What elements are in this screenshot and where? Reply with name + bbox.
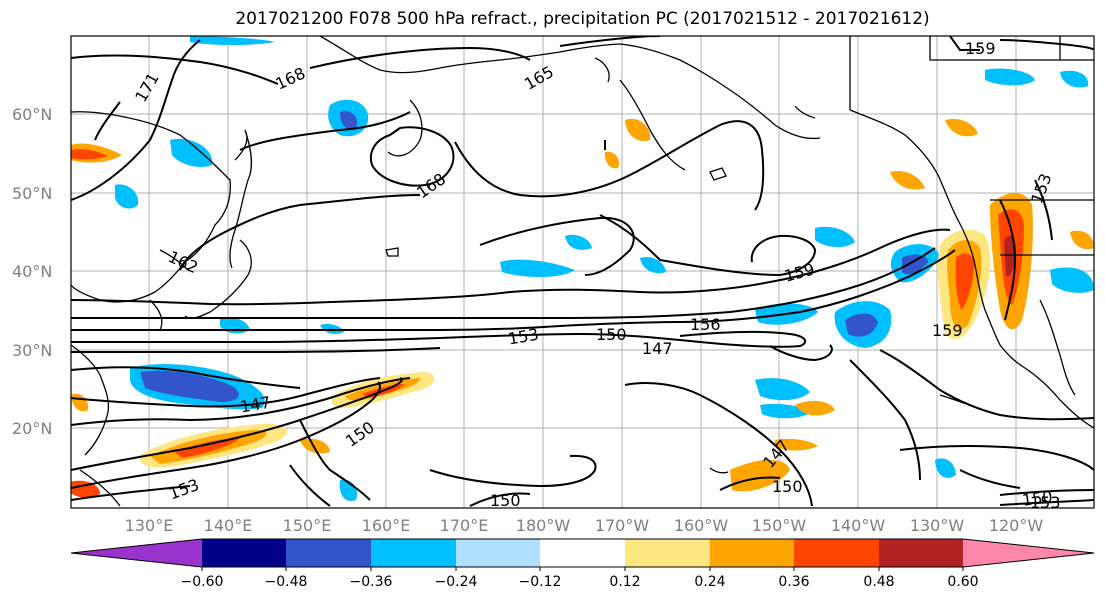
map-frame xyxy=(70,35,1095,509)
contour-label: 150 xyxy=(490,491,521,510)
colorbar-tick-label: 0.60 xyxy=(947,574,978,590)
lon-label: 150°W xyxy=(752,516,807,535)
colorbar-segment xyxy=(879,539,963,567)
lon-label: 130°E xyxy=(125,516,174,535)
lon-label: 140°W xyxy=(831,516,886,535)
contour-label: 150 xyxy=(772,477,803,496)
lon-label: 170°W xyxy=(595,516,650,535)
colorbar-segment xyxy=(202,539,286,567)
contour-label: 159 xyxy=(932,321,963,340)
colorbar-tick-label: 0.48 xyxy=(863,574,894,590)
colorbar: −0.60 −0.48 −0.36 −0.24 −0.12 0.12 0.24 … xyxy=(70,538,1095,590)
lat-label: 30°N xyxy=(12,341,52,360)
precipitation-shading xyxy=(71,36,1094,502)
colorbar-tick-label: 0.12 xyxy=(609,574,640,590)
lon-label: 170°E xyxy=(440,516,489,535)
colorbar-extend-high xyxy=(963,539,1094,567)
contour-labels: 171 168 165 159 168 162 153 150 156 147 … xyxy=(131,39,1061,512)
colorbar-tick-label: −0.60 xyxy=(181,574,224,590)
colorbar-segment xyxy=(794,539,879,567)
lon-label: 140°E xyxy=(204,516,253,535)
contour-label: 150 xyxy=(596,325,627,344)
colorbar-segment xyxy=(540,539,625,567)
latitude-labels: 60°N 50°N 40°N 30°N 20°N xyxy=(12,105,52,438)
lat-label: 40°N xyxy=(12,262,52,281)
lon-label: 130°W xyxy=(910,516,965,535)
refractivity-contours xyxy=(71,36,1094,507)
contour-label: 159 xyxy=(965,39,996,58)
lat-label: 20°N xyxy=(12,419,52,438)
contour-label: 153 xyxy=(1030,493,1061,512)
colorbar-tick-label: 0.24 xyxy=(694,574,725,590)
colorbar-segment xyxy=(371,539,456,567)
longitude-labels: 130°E 140°E 150°E 160°E 170°E 180°W 170°… xyxy=(125,516,1044,535)
lat-label: 60°N xyxy=(12,105,52,124)
map-title: 2017021200 F078 500 hPa refract., precip… xyxy=(235,9,930,29)
lon-label: 150°E xyxy=(283,516,332,535)
lon-label: 160°E xyxy=(362,516,411,535)
colorbar-tick-label: −0.12 xyxy=(519,574,562,590)
colorbar-extend-low xyxy=(71,539,202,567)
colorbar-segment xyxy=(456,539,540,567)
contour-label: 147 xyxy=(642,339,673,358)
colorbar-segment xyxy=(286,539,371,567)
coastlines xyxy=(71,36,1094,507)
colorbar-tick-label: −0.24 xyxy=(435,574,478,590)
contour-label: 156 xyxy=(690,315,721,334)
lon-label: 180°W xyxy=(516,516,571,535)
colorbar-tick-label: 0.36 xyxy=(778,574,809,590)
lat-label: 50°N xyxy=(12,184,52,203)
lon-label: 160°W xyxy=(674,516,729,535)
colorbar-tick-label: −0.48 xyxy=(265,574,308,590)
colorbar-segment xyxy=(625,539,710,567)
contour-label: 150 xyxy=(1021,487,1054,510)
colorbar-tick-label: −0.36 xyxy=(350,574,393,590)
lon-label: 120°W xyxy=(989,516,1044,535)
colorbar-segment xyxy=(710,539,794,567)
